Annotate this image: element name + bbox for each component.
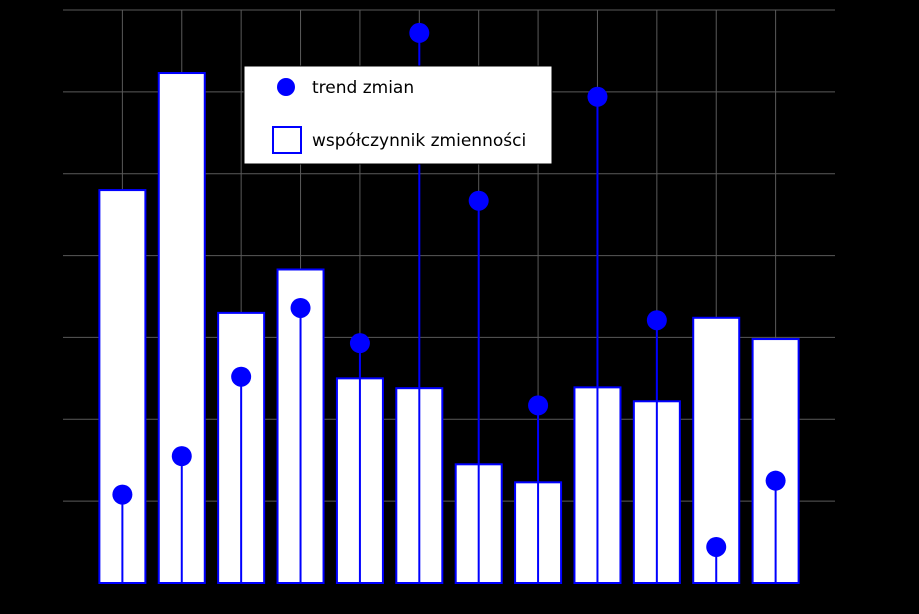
- stem-marker: [409, 22, 430, 43]
- stem-marker: [231, 366, 252, 387]
- legend-label-trend: trend zmian: [312, 78, 414, 98]
- stem-marker: [765, 470, 786, 491]
- legend-marker-coefficient: [272, 126, 302, 154]
- stem-marker: [468, 190, 489, 211]
- stem-marker: [706, 536, 727, 557]
- stem-series: [112, 22, 786, 583]
- stem-marker: [349, 333, 370, 354]
- stem-marker: [112, 484, 133, 505]
- legend-label-coefficient: współczynnik zmienności: [312, 131, 526, 151]
- stem-marker: [646, 310, 667, 331]
- stem-marker: [290, 297, 311, 318]
- stem-marker: [528, 395, 549, 416]
- stem-marker: [171, 446, 192, 467]
- legend-marker-trend: [277, 78, 295, 96]
- legend: trend zmian współczynnik zmienności: [243, 65, 553, 165]
- stem-marker: [587, 86, 608, 107]
